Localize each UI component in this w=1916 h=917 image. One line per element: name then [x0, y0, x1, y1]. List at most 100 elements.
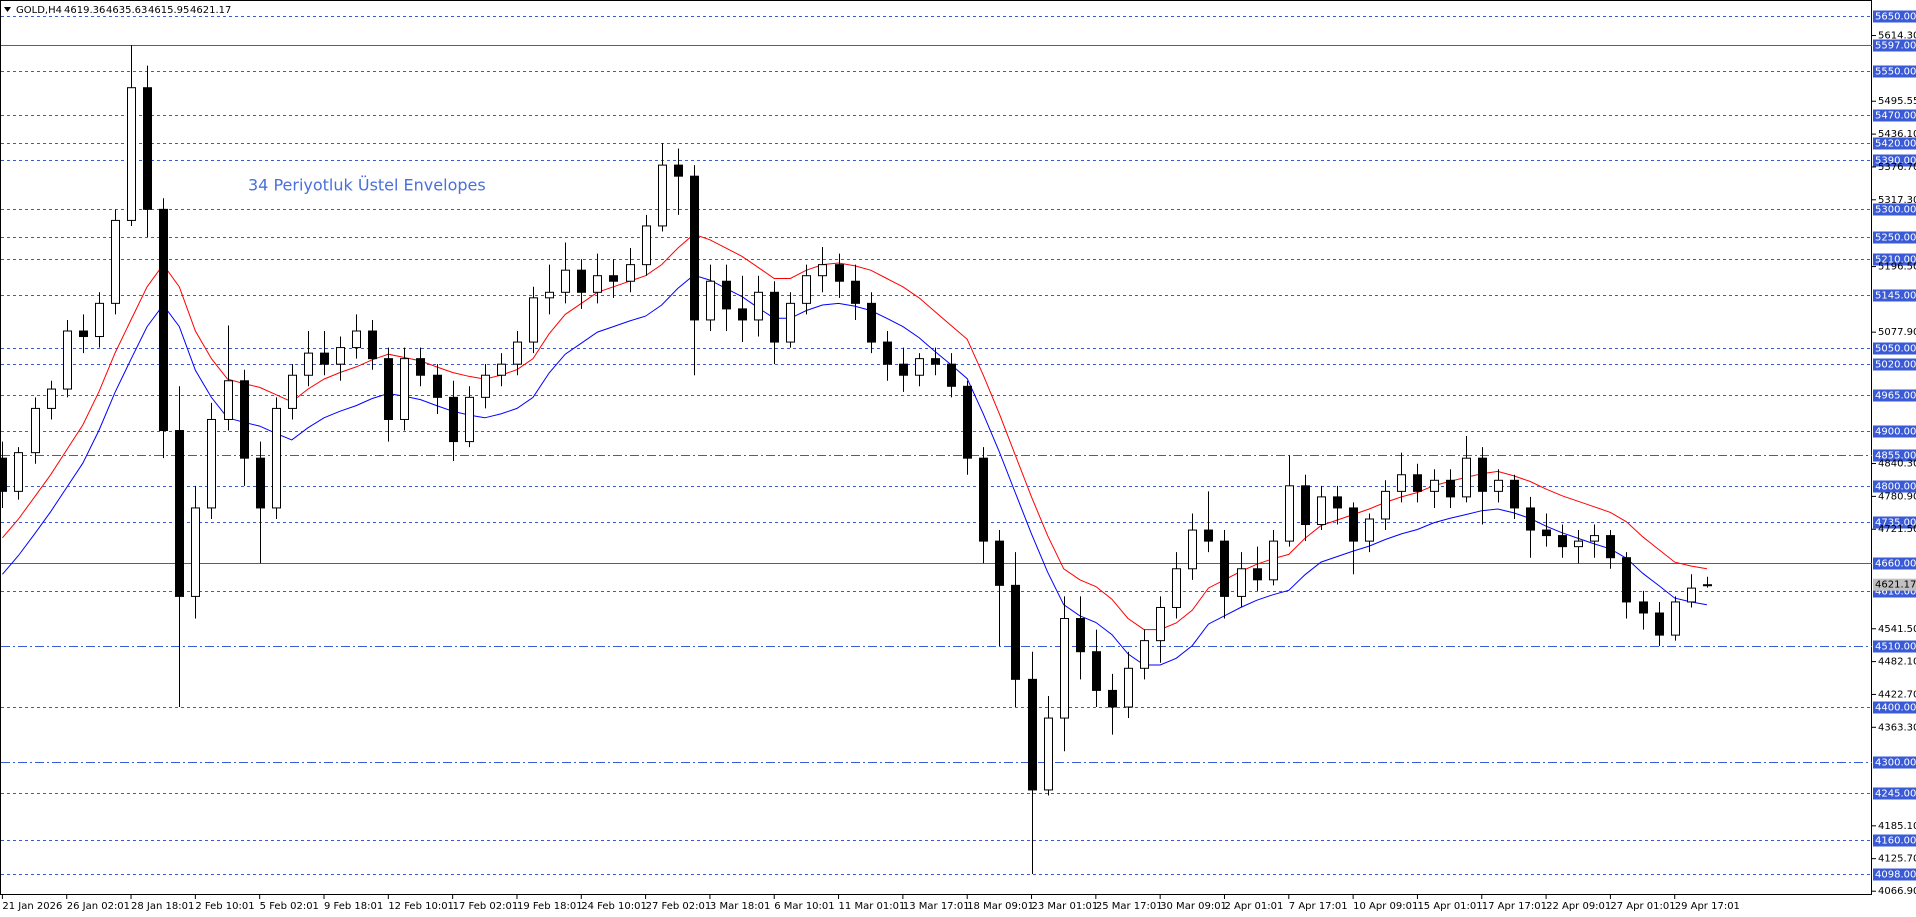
candle-body [352, 330, 361, 349]
level-label: 4735.00 [1875, 518, 1916, 529]
level-label-box [1873, 868, 1916, 881]
candle-body [497, 363, 506, 376]
y-tick-label: 5376.70 [1878, 162, 1916, 173]
candle-body [240, 380, 249, 459]
candle-body [1622, 557, 1631, 603]
candle-body [1333, 496, 1342, 509]
x-tick-label: 9 Feb 18:01 [324, 901, 383, 912]
candle-body [1446, 479, 1455, 498]
candle-body [1430, 479, 1439, 492]
candle-body [658, 164, 667, 227]
candle-body [979, 457, 988, 542]
candle-body [545, 291, 554, 299]
candle-body [1237, 568, 1246, 597]
candle-body [1494, 479, 1503, 492]
level-label-box [1873, 756, 1916, 769]
y-tick-label: 4066.90 [1878, 886, 1916, 897]
candle-body [1285, 485, 1294, 542]
candle-body [1478, 457, 1487, 492]
y-tick-label: 5196.50 [1878, 262, 1916, 273]
candle-body [79, 330, 88, 338]
candle-body [336, 347, 345, 365]
candle-body [1687, 587, 1696, 603]
level-label: 5650.00 [1875, 12, 1916, 23]
candle-body [95, 302, 104, 338]
y-tick-label: 4125.70 [1878, 854, 1916, 865]
candle-body [995, 540, 1004, 586]
level-label-box [1873, 39, 1916, 52]
x-tick-label: 27 Feb 02:01 [646, 901, 712, 912]
x-tick-label: 19 Feb 18:01 [517, 901, 583, 912]
candle-body [1365, 518, 1374, 542]
candle-body [770, 291, 779, 343]
x-tick-label: 25 Mar 17:01 [1096, 901, 1163, 912]
candle-body [722, 280, 731, 310]
level-label-box [1873, 154, 1916, 167]
candle-body [1606, 535, 1615, 559]
level-label-box [1873, 203, 1916, 216]
candle-body [1188, 529, 1197, 570]
candle-body [14, 452, 23, 492]
header-high: 4635.63 [106, 5, 147, 16]
level-label: 4965.00 [1875, 391, 1916, 402]
candle-body [159, 208, 168, 432]
candle-body [609, 275, 618, 282]
candle-body [1671, 601, 1680, 636]
x-tick-label: 24 Feb 10:01 [581, 901, 647, 912]
y-tick-label: 5077.90 [1878, 327, 1916, 338]
candle-body [288, 374, 297, 409]
candle-body [1510, 479, 1519, 509]
y-tick-label: 4185.10 [1878, 821, 1916, 832]
level-label-box [1873, 389, 1916, 402]
candle-body [674, 164, 683, 177]
candle-body [529, 297, 538, 343]
candle-body [1462, 457, 1471, 498]
header-close: 4621.17 [190, 5, 231, 16]
candle-body [899, 363, 908, 376]
x-tick-label: 2 Apr 01:01 [1224, 901, 1283, 912]
candle-body [642, 225, 651, 266]
candle-body [1639, 601, 1648, 614]
level-label-box [1873, 425, 1916, 438]
overlay: 5650.00 5597.00 5550.00 5470.00 5420.00 5390.… [1873, 10, 1916, 881]
candle-body [626, 264, 635, 282]
level-label-box [1873, 480, 1916, 493]
candle-body [931, 358, 940, 365]
candle-body [1542, 529, 1551, 537]
level-label-box [1873, 449, 1916, 462]
x-tick-label: 15 Apr 01:01 [1417, 901, 1482, 912]
candle-body [1204, 529, 1213, 542]
candle-body [400, 358, 409, 420]
candle-body [1092, 651, 1101, 691]
candle-body [31, 407, 40, 454]
level-label: 5390.00 [1875, 156, 1916, 167]
price-label: 4621.17 [1875, 580, 1916, 591]
candle-body [1349, 507, 1358, 542]
candle-body [481, 374, 490, 398]
candle-body [1156, 606, 1165, 642]
candle-body [835, 264, 844, 282]
candle-body [207, 418, 216, 509]
candle-body [1253, 568, 1262, 581]
candle-body [706, 280, 715, 321]
level-label-box [1873, 640, 1916, 653]
x-tick-label: 6 Mar 10:01 [774, 901, 834, 912]
candle-body [1317, 496, 1326, 526]
x-tick-label: 22 Apr 09:01 [1546, 901, 1611, 912]
candle-body [304, 352, 313, 376]
level-label: 5470.00 [1875, 111, 1916, 122]
candle-body [738, 308, 747, 321]
level-label: 4160.00 [1875, 836, 1916, 847]
candle-body [1413, 474, 1422, 492]
x-tick-label: 27 Apr 01:01 [1610, 901, 1675, 912]
candle-body [127, 87, 136, 221]
candle-body [883, 341, 892, 365]
y-tick-label: 4840.30 [1878, 459, 1916, 470]
candle-body [851, 280, 860, 304]
candle-body [143, 87, 152, 210]
candle-body [1397, 474, 1406, 492]
x-tick-label: 17 Apr 17:01 [1482, 901, 1547, 912]
candle-body [867, 302, 876, 343]
candle-body [1703, 584, 1712, 587]
y-tick-label: 5614.30 [1878, 31, 1916, 42]
